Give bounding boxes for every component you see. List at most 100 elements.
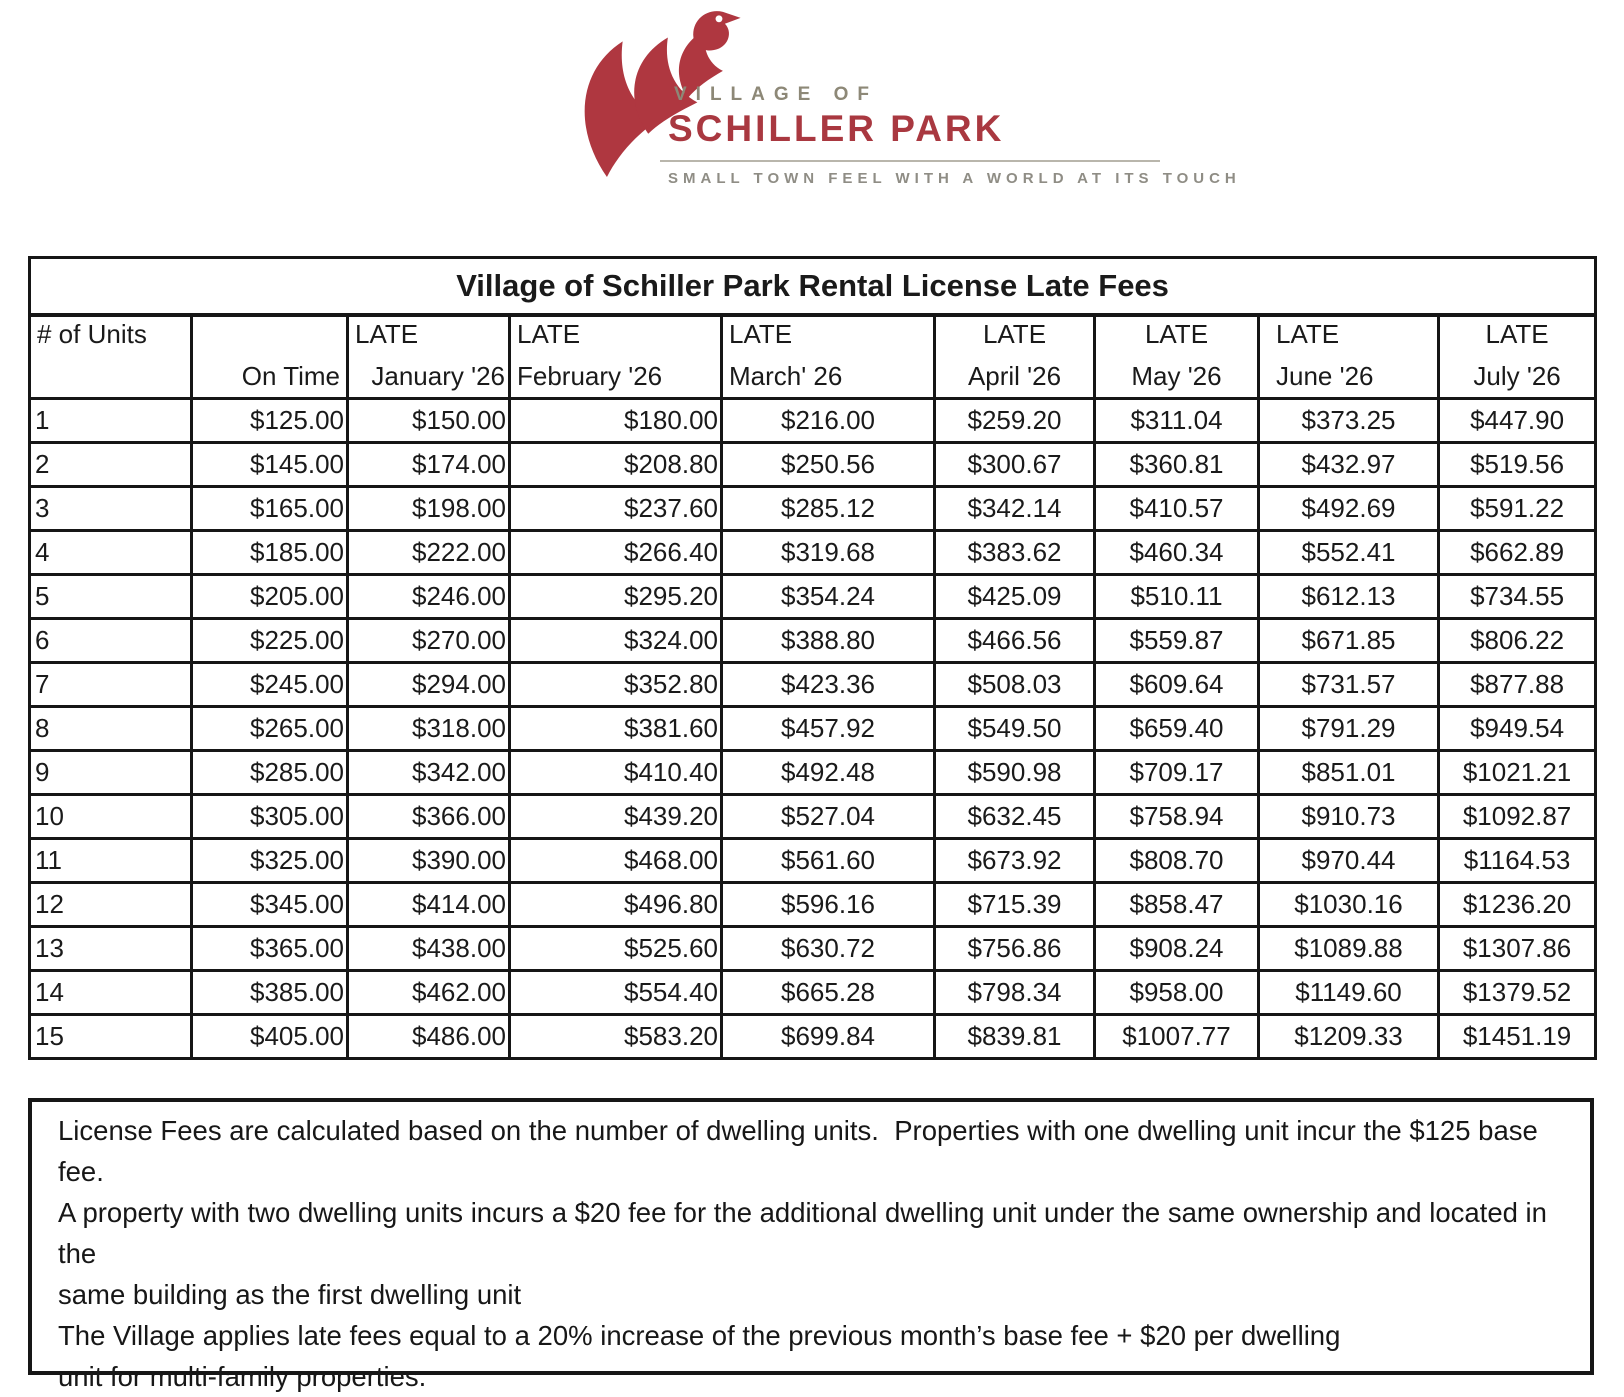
fee-cell: $662.89 <box>1436 529 1598 576</box>
fee-cell: $510.11 <box>1093 573 1260 620</box>
fee-cell: $366.00 <box>346 793 511 840</box>
fee-cell: $270.00 <box>346 617 511 664</box>
column-header-late-june: LATE June '26 <box>1257 313 1440 400</box>
units-cell: 7 <box>28 661 193 708</box>
fee-cell: $373.25 <box>1257 397 1440 444</box>
fee-cell: $1021.21 <box>1436 749 1598 796</box>
fee-cell: $1007.77 <box>1093 1013 1260 1060</box>
header-line: July '26 <box>1473 361 1561 391</box>
fee-cell: $1164.53 <box>1436 837 1598 884</box>
fee-cell: $632.45 <box>933 793 1096 840</box>
header-line: LATE <box>1276 319 1340 349</box>
fee-cell: $734.55 <box>1436 573 1598 620</box>
units-cell: 2 <box>28 441 193 488</box>
table-row: 14 $385.00 $462.00 $554.40 $665.28 $798.34 $95… <box>28 969 1598 1016</box>
fee-cell: $665.28 <box>720 969 936 1016</box>
fee-cell: $342.14 <box>933 485 1096 532</box>
fee-cell: $492.69 <box>1257 485 1440 532</box>
fee-cell: $671.85 <box>1257 617 1440 664</box>
fee-cell: $305.00 <box>190 793 349 840</box>
fee-cell: $709.17 <box>1093 749 1260 796</box>
header-line: February '26 <box>517 361 663 391</box>
units-cell: 4 <box>28 529 193 576</box>
fee-cell: $591.22 <box>1436 485 1598 532</box>
fee-cell: $352.80 <box>508 661 723 708</box>
fee-cell: $462.00 <box>346 969 511 1016</box>
fee-cell: $222.00 <box>346 529 511 576</box>
fee-cell: $1379.52 <box>1436 969 1598 1016</box>
fee-cell: $125.00 <box>190 397 349 444</box>
fee-cell: $466.56 <box>933 617 1096 664</box>
fee-cell: $324.00 <box>508 617 723 664</box>
header-line: April '26 <box>967 361 1062 391</box>
fee-cell: $145.00 <box>190 441 349 488</box>
fee-cell: $432.97 <box>1257 441 1440 488</box>
table-row: 3 $165.00 $198.00 $237.60 $285.12 $342.14 $410… <box>28 485 1598 532</box>
units-cell: 6 <box>28 617 193 664</box>
fee-cell: $174.00 <box>346 441 511 488</box>
fee-cell: $583.20 <box>508 1013 723 1060</box>
fee-cell: $205.00 <box>190 573 349 620</box>
fee-cell: $715.39 <box>933 881 1096 928</box>
header-line: March' 26 <box>729 361 843 391</box>
fee-cell: $342.00 <box>346 749 511 796</box>
fee-cell: $1092.87 <box>1436 793 1598 840</box>
header-line: LATE <box>729 319 793 349</box>
table-title: Village of Schiller Park Rental License … <box>27 256 1598 317</box>
fee-cell: $590.98 <box>933 749 1096 796</box>
fee-cell: $808.70 <box>1093 837 1260 884</box>
fee-cell: $405.00 <box>190 1013 349 1060</box>
fee-cell: $970.44 <box>1257 837 1440 884</box>
logo-village-of-text: VILLAGE OF <box>674 84 878 105</box>
fee-cell: $266.40 <box>508 529 723 576</box>
fee-cell: $552.41 <box>1257 529 1440 576</box>
fee-cell: $410.40 <box>508 749 723 796</box>
header-line: # of Units <box>37 319 147 349</box>
fee-cell: $468.00 <box>508 837 723 884</box>
fee-cell: $858.47 <box>1093 881 1260 928</box>
fee-cell: $958.00 <box>1093 969 1260 1016</box>
fee-cell: $318.00 <box>346 705 511 752</box>
fee-cell: $486.00 <box>346 1013 511 1060</box>
fee-cell: $388.80 <box>720 617 936 664</box>
units-cell: 9 <box>28 749 193 796</box>
logo-divider <box>660 160 1160 162</box>
fee-cell: $1236.20 <box>1436 881 1598 928</box>
bird-logo-icon <box>584 11 741 178</box>
logo-tagline: SMALL TOWN FEEL WITH A WORLD AT ITS TOUC… <box>668 170 1241 187</box>
fee-cell: $414.00 <box>346 881 511 928</box>
header-line: LATE <box>1144 319 1209 349</box>
fee-cell: $1209.33 <box>1257 1013 1440 1060</box>
fee-cell: $1307.86 <box>1436 925 1598 972</box>
table-row: 12 $345.00 $414.00 $496.80 $596.16 $715.39 $85… <box>28 881 1598 928</box>
units-cell: 13 <box>28 925 193 972</box>
note-line: License Fees are calculated based on the… <box>58 1115 1546 1187</box>
fee-cell: $319.68 <box>720 529 936 576</box>
fee-cell: $527.04 <box>720 793 936 840</box>
fee-cell: $839.81 <box>933 1013 1096 1060</box>
fee-cell: $460.34 <box>1093 529 1260 576</box>
fee-cell: $208.80 <box>508 441 723 488</box>
fee-cell: $949.54 <box>1436 705 1598 752</box>
fee-cell: $294.00 <box>346 661 511 708</box>
fee-cell: $410.57 <box>1093 485 1260 532</box>
table-row: 13 $365.00 $438.00 $525.60 $630.72 $756.86 $90… <box>28 925 1598 972</box>
fee-cell: $910.73 <box>1257 793 1440 840</box>
fee-cell: $791.29 <box>1257 705 1440 752</box>
fee-cell: $609.64 <box>1093 661 1260 708</box>
fee-cell: $295.20 <box>508 573 723 620</box>
logo-schiller-park-text: SCHILLER PARK <box>668 108 1005 149</box>
table-row: 11 $325.00 $390.00 $468.00 $561.60 $673.92 $80… <box>28 837 1598 884</box>
column-header-late-july: LATE July '26 <box>1436 313 1598 400</box>
table-row: 6 $225.00 $270.00 $324.00 $388.80 $466.56 $559… <box>28 617 1598 664</box>
fee-cell: $559.87 <box>1093 617 1260 664</box>
header-line: LATE <box>1485 319 1549 349</box>
table-row: 2 $145.00 $174.00 $208.80 $250.56 $300.67 $360… <box>28 441 1598 488</box>
fee-cell: $150.00 <box>346 397 511 444</box>
license-fee-notes: License Fees are calculated based on the… <box>28 1098 1594 1392</box>
fee-cell: $198.00 <box>346 485 511 532</box>
table-row: 9 $285.00 $342.00 $410.40 $492.48 $590.98 $709… <box>28 749 1598 796</box>
fee-cell: $756.86 <box>933 925 1096 972</box>
table-row: 4 $185.00 $222.00 $266.40 $319.68 $383.62 $460… <box>28 529 1598 576</box>
table-row: 15 $405.00 $486.00 $583.20 $699.84 $839.81 $10… <box>28 1013 1598 1060</box>
